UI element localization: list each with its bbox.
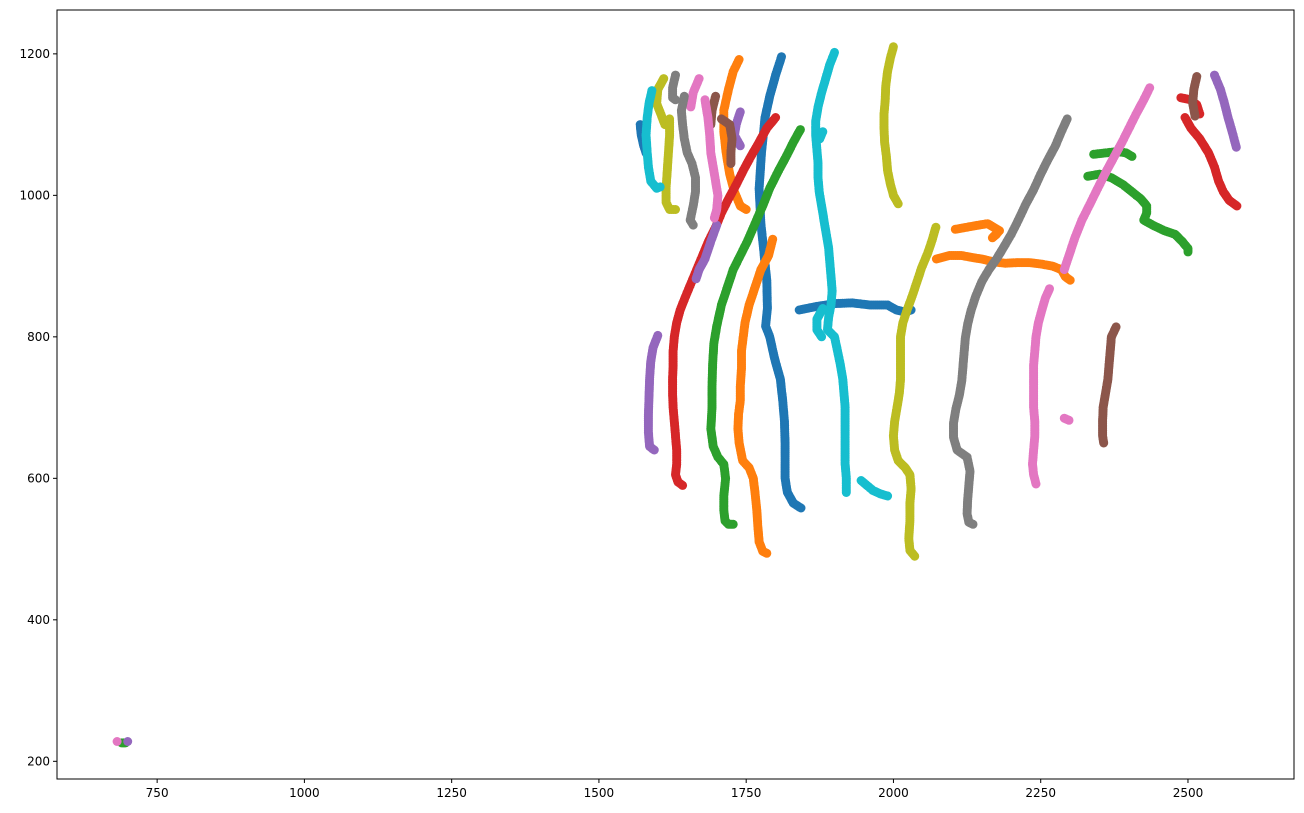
data-point [841, 488, 851, 497]
y-axis-ticks: 200 400 600 800 1000 1200 [19, 47, 57, 768]
x-tick-label: 1750 [731, 786, 762, 800]
data-point [735, 141, 745, 151]
series-38 [815, 127, 828, 144]
series-37 [811, 47, 851, 497]
series-13 [1180, 113, 1242, 211]
data-point [1031, 479, 1041, 489]
data-point [883, 491, 893, 501]
data-point [893, 199, 903, 209]
data-point [968, 519, 978, 529]
series-36 [641, 86, 665, 193]
data-point [1064, 415, 1074, 425]
series-22 [1188, 72, 1202, 121]
series-30 [676, 91, 700, 230]
data-point [992, 229, 1001, 239]
series-6 [950, 219, 1004, 243]
series-35 [888, 222, 941, 561]
data-point [671, 95, 680, 105]
x-tick-label: 2500 [1173, 786, 1204, 800]
x-tick-label: 2250 [1025, 786, 1056, 800]
data-point [688, 220, 698, 230]
data-point [1232, 201, 1242, 211]
data-point [671, 205, 680, 214]
series-31 [949, 114, 1072, 529]
data-point [910, 551, 920, 561]
y-tick-label: 600 [27, 471, 50, 485]
y-tick-label: 400 [27, 613, 50, 627]
series-23 [686, 74, 704, 112]
data-point [686, 102, 696, 112]
data-point [1183, 247, 1193, 257]
data-point [796, 503, 806, 513]
series-27 [1059, 413, 1074, 425]
data-point [726, 159, 736, 168]
series-34 [879, 42, 903, 209]
data-point [1231, 142, 1241, 152]
series-29 [668, 70, 680, 105]
data-point [1099, 438, 1109, 448]
data-point [691, 274, 701, 284]
y-tick-label: 1200 [19, 47, 50, 61]
y-tick-label: 200 [27, 754, 50, 768]
data-point [649, 445, 659, 455]
series-17 [1210, 70, 1241, 152]
series-25 [1059, 83, 1155, 275]
series-4 [733, 234, 778, 558]
x-tick-label: 750 [146, 786, 169, 800]
data-point [728, 519, 738, 529]
plot-frame [56, 9, 1295, 780]
series-9 [1083, 169, 1193, 257]
data-point [817, 332, 827, 342]
x-tick-label: 1250 [436, 786, 467, 800]
series-1 [754, 52, 806, 513]
series-33 [661, 114, 680, 214]
data-point [741, 205, 751, 214]
data-point [1059, 265, 1069, 275]
series-39 [812, 304, 828, 342]
series-18 [123, 737, 133, 746]
data-point [1127, 151, 1137, 161]
data-point [123, 737, 133, 746]
x-tick-label: 1000 [289, 786, 320, 800]
data-point [112, 737, 122, 746]
series-24 [700, 95, 723, 223]
data-point [1190, 111, 1200, 121]
data-point [815, 134, 825, 144]
series-28 [112, 737, 122, 746]
data-series-layer [112, 42, 1242, 748]
data-point [678, 480, 688, 490]
series-16 [643, 330, 663, 455]
x-tick-label: 2000 [878, 786, 909, 800]
series-15 [691, 220, 722, 284]
x-axis-ticks: 750 1000 1250 1500 1750 2000 2250 2500 [146, 779, 1204, 800]
series-26 [1028, 284, 1054, 489]
y-tick-label: 1000 [19, 188, 50, 202]
series-32 [652, 74, 670, 130]
series-5 [931, 251, 1075, 285]
data-point [762, 548, 772, 558]
series-7 [706, 125, 805, 529]
series-40 [856, 476, 893, 501]
data-point [1065, 275, 1075, 285]
series-20 [716, 114, 737, 168]
data-point [655, 182, 665, 192]
x-tick-label: 1500 [584, 786, 615, 800]
series-21 [1098, 322, 1121, 448]
y-tick-label: 800 [27, 330, 50, 344]
data-point [709, 213, 719, 223]
